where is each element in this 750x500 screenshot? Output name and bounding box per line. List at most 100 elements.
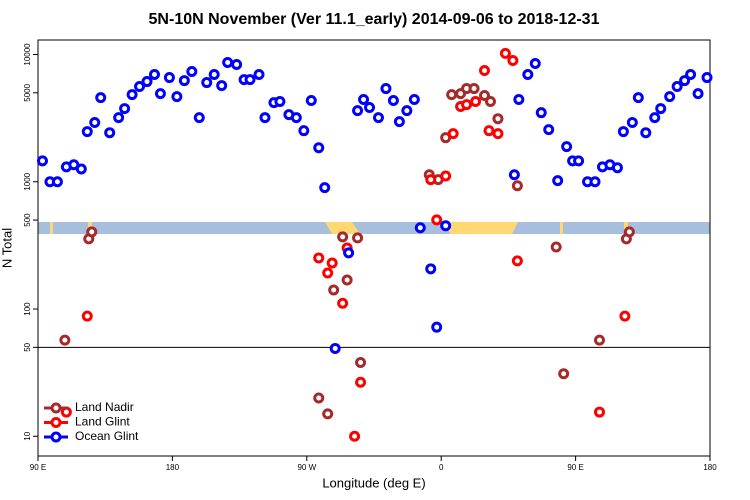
- y-tick-label: 10000: [23, 43, 32, 66]
- data-point: [193, 112, 205, 124]
- data-point: [470, 96, 482, 108]
- data-point: [274, 96, 286, 108]
- data-point: [617, 126, 629, 138]
- data-point: [364, 102, 376, 114]
- data-point: [148, 69, 160, 81]
- x-tick-label: 90 E: [567, 463, 583, 472]
- data-point: [343, 247, 355, 259]
- data-point: [522, 69, 534, 81]
- data-point: [508, 169, 520, 181]
- y-tick-label: 500: [23, 213, 32, 227]
- data-point: [401, 105, 413, 117]
- data-point: [632, 92, 644, 104]
- chart-title: 5N-10N November (Ver 11.1_early) 2014-09…: [149, 11, 600, 28]
- data-point: [178, 75, 190, 87]
- data-point: [640, 127, 652, 139]
- data-point: [499, 47, 511, 59]
- data-point: [337, 297, 349, 309]
- data-point: [511, 180, 523, 192]
- data-point: [440, 170, 452, 182]
- data-point: [171, 91, 183, 103]
- data-point: [593, 406, 605, 418]
- data-point: [154, 88, 166, 100]
- data-point: [231, 59, 243, 71]
- data-point: [513, 94, 525, 106]
- data-point: [244, 74, 256, 86]
- y-tick-label: 10: [23, 431, 32, 440]
- data-point: [461, 99, 473, 111]
- y-tick-label: 1000: [23, 172, 32, 190]
- data-point: [75, 163, 87, 175]
- data-point: [352, 105, 364, 117]
- data-point: [290, 112, 302, 124]
- data-point: [468, 83, 480, 95]
- x-tick-label: 90 W: [297, 463, 316, 472]
- x-tick-label: 180: [166, 463, 180, 472]
- data-point: [141, 76, 153, 88]
- data-point: [701, 72, 713, 84]
- y-tick-label: 100: [23, 302, 32, 316]
- data-point: [446, 89, 458, 101]
- plot-frame: [37, 39, 711, 457]
- data-point: [589, 176, 601, 188]
- data-point: [692, 88, 704, 100]
- data-point: [81, 310, 93, 322]
- data-point: [51, 176, 63, 188]
- data-point: [492, 128, 504, 140]
- data-point: [479, 90, 491, 102]
- data-point: [322, 408, 334, 420]
- data-point: [104, 127, 116, 139]
- legend-label: Land Nadir: [75, 400, 134, 414]
- data-point: [326, 257, 338, 269]
- data-point: [352, 232, 364, 244]
- data-point: [328, 284, 340, 296]
- data-point: [573, 155, 585, 167]
- x-tick-label: 90 E: [30, 463, 46, 472]
- legend-marker: [50, 417, 62, 428]
- data-point: [431, 214, 443, 226]
- data-point: [664, 91, 676, 103]
- data-point: [349, 430, 361, 442]
- data-point: [186, 66, 198, 78]
- legend-label: Ocean Glint: [75, 429, 139, 443]
- data-point: [619, 310, 631, 322]
- data-point: [259, 112, 271, 124]
- data-point: [372, 112, 384, 124]
- data-point: [552, 175, 564, 187]
- data-point: [36, 155, 48, 167]
- data-point: [59, 334, 71, 346]
- data-point: [447, 128, 459, 140]
- data-point: [337, 231, 349, 243]
- data-point: [201, 77, 213, 89]
- data-point: [679, 75, 691, 87]
- data-point: [341, 274, 353, 286]
- data-point: [81, 126, 93, 138]
- data-point: [222, 57, 234, 69]
- data-point: [322, 267, 334, 279]
- data-point: [550, 241, 562, 253]
- data-point: [543, 124, 555, 136]
- data-point: [649, 112, 661, 124]
- y-axis-label: N Total: [0, 228, 14, 268]
- data-point: [313, 252, 325, 264]
- data-point: [479, 65, 491, 77]
- data-point: [305, 95, 317, 107]
- data-point: [492, 113, 504, 125]
- data-point: [626, 117, 638, 129]
- x-tick-label: 180: [703, 463, 717, 472]
- data-point: [113, 112, 125, 124]
- data-point: [313, 142, 325, 154]
- y-tick-label: 5000: [23, 83, 32, 101]
- data-point: [558, 368, 570, 380]
- data-point: [440, 220, 452, 232]
- surface-strip: [38, 222, 710, 234]
- data-point: [86, 226, 98, 238]
- data-point: [484, 96, 496, 108]
- data-point: [414, 222, 426, 234]
- data-point: [134, 81, 146, 93]
- data-point: [425, 263, 437, 275]
- data-point: [483, 125, 495, 137]
- data-point: [163, 72, 175, 84]
- data-point: [298, 125, 310, 137]
- data-point: [561, 141, 573, 153]
